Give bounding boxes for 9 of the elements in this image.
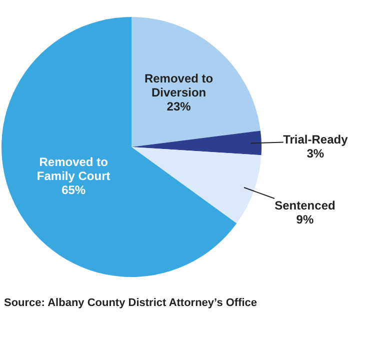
data-label: 3% (306, 146, 324, 161)
data-label: 23% (166, 100, 192, 114)
data-label: 9% (296, 212, 314, 227)
source-note: Source: Albany County District Attorney’s Office (4, 297, 258, 309)
data-label: 65% (62, 182, 86, 197)
slice-label: Removed to Diversion (144, 72, 214, 100)
slice-label: Trial-Ready (283, 132, 348, 147)
slice-label: Sentenced (274, 198, 336, 213)
slice-label: Removed to Family Court (36, 154, 110, 183)
